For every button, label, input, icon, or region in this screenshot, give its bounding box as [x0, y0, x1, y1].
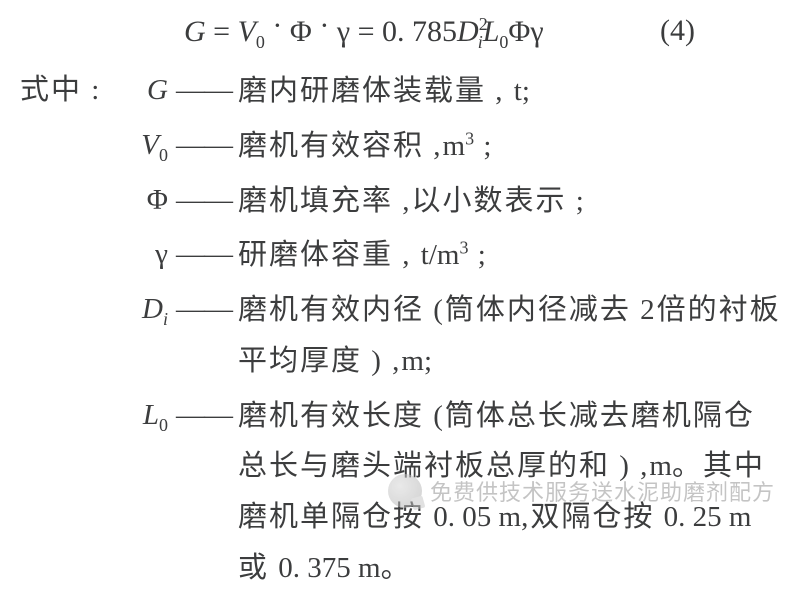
definition-dash: ——: [168, 230, 238, 279]
definition-symbol: V0: [124, 121, 168, 170]
page: G = V0 · Φ · γ = 0. 785D2iL0Φγ (4) 式中 : …: [0, 0, 805, 592]
eq-V: V: [238, 15, 256, 48]
definition-dash: ——: [168, 66, 238, 115]
definition-row: γ——研磨体容重 , t/m3 ;: [20, 230, 785, 281]
definition-symbol: G: [124, 66, 168, 115]
watermark-text: 免费供技术服务送水泥助磨剂配方: [430, 475, 775, 507]
lead-text: 式中 :: [20, 66, 124, 115]
eq-eq1: =: [206, 15, 238, 48]
definition-dash: ——: [168, 121, 238, 170]
eq-tail: Φγ: [508, 15, 543, 48]
definition-symbol: γ: [124, 230, 168, 279]
eq-eq2: = 0. 785: [350, 15, 457, 48]
definition-symbol: Φ: [124, 176, 168, 225]
definition-dash: ——: [168, 176, 238, 225]
definition-dash: ——: [168, 391, 238, 440]
equation-line: G = V0 · Φ · γ = 0. 785D2iL0Φγ (4): [20, 4, 785, 60]
eq-gamma: γ: [337, 15, 350, 48]
definition-dash: ——: [168, 285, 238, 334]
eq-dot1: ·: [265, 9, 290, 42]
definition-desc: 磨内研磨体装载量 , t;: [238, 66, 785, 117]
eq-L: L: [483, 15, 500, 48]
wechat-icon: [388, 474, 422, 508]
definition-desc: 研磨体容重 , t/m3 ;: [238, 230, 785, 281]
definition-symbol: L0: [124, 391, 168, 440]
definition-desc: 磨机有效内径 (筒体内径减去 2倍的衬板平均厚度 ) ,m;: [238, 285, 785, 387]
definition-list: 式中 : G——磨内研磨体装载量 , t;V0——磨机有效容积 ,m3 ;Φ——…: [20, 66, 785, 592]
definition-row: V0——磨机有效容积 ,m3 ;: [20, 121, 785, 172]
eq-D: D: [457, 15, 479, 48]
eq-V-sub: 0: [256, 32, 265, 52]
definition-desc: 磨机有效容积 ,m3 ;: [238, 121, 785, 172]
watermark: 免费供技术服务送水泥助磨剂配方: [388, 474, 775, 508]
eq-phi: Φ: [290, 15, 312, 48]
definition-symbol: Di: [124, 285, 168, 334]
eq-G: G: [184, 15, 206, 48]
equation: G = V0 · Φ · γ = 0. 785D2iL0Φγ: [184, 14, 544, 53]
eq-dot2: ·: [312, 9, 337, 42]
definition-row: 式中 : G——磨内研磨体装载量 , t;: [20, 66, 785, 117]
equation-number: (4): [660, 14, 695, 48]
definition-row: Di——磨机有效内径 (筒体内径减去 2倍的衬板平均厚度 ) ,m;: [20, 285, 785, 387]
definition-desc: 磨机填充率 ,以小数表示 ;: [238, 176, 785, 227]
definition-row: Φ——磨机填充率 ,以小数表示 ;: [20, 176, 785, 227]
